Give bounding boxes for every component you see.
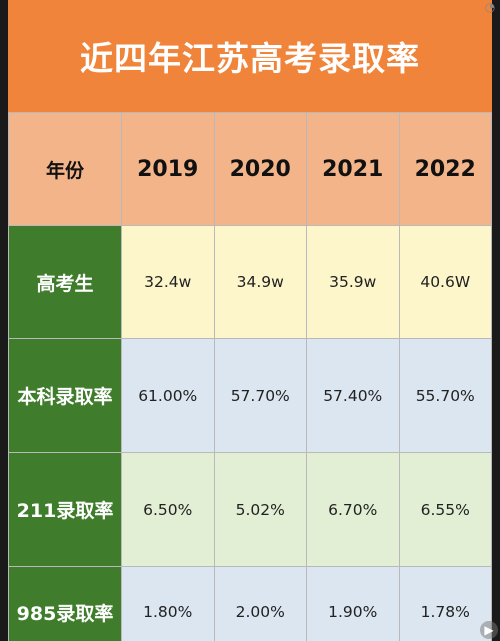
year-header-2020: 2020: [213, 112, 307, 226]
table-cell: 61.00%: [121, 338, 215, 453]
table-cell: 6.55%: [398, 452, 492, 567]
header-corner-label: 年份: [8, 112, 122, 226]
year-header-2019: 2019: [121, 112, 215, 226]
corner-overlay-icon[interactable]: ◔: [484, 0, 496, 14]
table-cell: 34.9w: [213, 225, 307, 339]
admission-rate-table: 年份 2019 2020 2021 2022 高考生 32.4w 34.9w 3…: [8, 112, 492, 641]
row-label-985-rate: 985录取率: [8, 566, 122, 641]
table-cell: 6.70%: [306, 452, 400, 567]
table-cell: 32.4w: [121, 225, 215, 339]
table-cell: 55.70%: [398, 338, 492, 453]
table-cell: 1.90%: [306, 566, 400, 641]
table-row: 高考生 32.4w 34.9w 35.9w 40.6W: [8, 225, 492, 339]
header-row: 年份 2019 2020 2021 2022: [8, 112, 492, 226]
year-header-2022: 2022: [398, 112, 492, 226]
table-cell: 2.00%: [213, 566, 307, 641]
table-cell: 57.70%: [213, 338, 307, 453]
table-cell: 40.6W: [398, 225, 492, 339]
table-cell: 1.80%: [121, 566, 215, 641]
table-cell: 57.40%: [306, 338, 400, 453]
table-cell: 1.78%: [398, 566, 492, 641]
table-title: 近四年江苏高考录取率: [8, 0, 492, 114]
row-label-211-rate: 211录取率: [8, 452, 122, 567]
table-image: 近四年江苏高考录取率 年份 2019 2020 2021 2022 高考生 32…: [8, 0, 492, 641]
table-cell: 35.9w: [306, 225, 400, 339]
table-row: 本科录取率 61.00% 57.70% 57.40% 55.70%: [8, 338, 492, 453]
table-cell: 5.02%: [213, 452, 307, 567]
table-row: 985录取率 1.80% 2.00% 1.90% 1.78%: [8, 566, 492, 641]
table-row: 211录取率 6.50% 5.02% 6.70% 6.55%: [8, 452, 492, 567]
row-label-undergrad-rate: 本科录取率: [8, 338, 122, 453]
row-label-candidates: 高考生: [8, 225, 122, 339]
year-header-2021: 2021: [306, 112, 400, 226]
play-overlay-icon[interactable]: ▶: [480, 621, 498, 639]
table-cell: 6.50%: [121, 452, 215, 567]
